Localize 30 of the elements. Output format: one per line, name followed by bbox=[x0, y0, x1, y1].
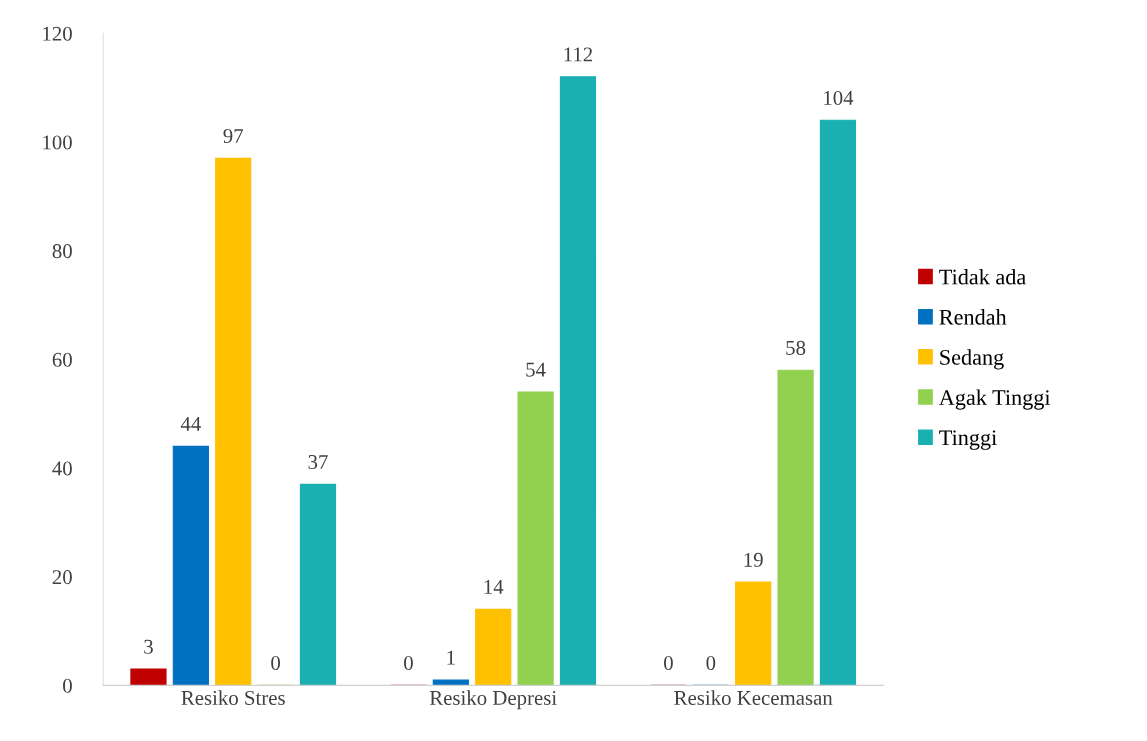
legend-label: Tinggi bbox=[939, 430, 997, 450]
data-label: 104 bbox=[824, 90, 854, 105]
legend-label: Rendah bbox=[939, 309, 1007, 325]
y-tick-label: 20 bbox=[52, 570, 72, 585]
data-label: 44 bbox=[180, 417, 201, 431]
data-label: 0 bbox=[706, 656, 716, 671]
y-tick-label: 80 bbox=[52, 244, 72, 259]
y-tick-label: 120 bbox=[43, 26, 72, 41]
data-label: 58 bbox=[786, 340, 806, 355]
data-label: 1 bbox=[447, 650, 455, 665]
data-label: 54 bbox=[526, 362, 546, 377]
y-tick-label: 60 bbox=[52, 352, 72, 367]
data-label: 97 bbox=[223, 128, 244, 143]
data-label: 0 bbox=[271, 656, 281, 671]
legend-label: Sedang bbox=[940, 349, 1004, 370]
y-tick-label: 40 bbox=[52, 461, 72, 476]
x-tick-label: Resiko Depresi bbox=[429, 690, 557, 710]
data-label: 0 bbox=[664, 656, 673, 671]
x-tick-label: Resiko Kecemasan bbox=[674, 690, 833, 705]
y-tick-label: 0 bbox=[63, 678, 72, 693]
data-label: 112 bbox=[564, 47, 593, 62]
data-label: 37 bbox=[308, 455, 328, 470]
legend-label: Tidak ada bbox=[939, 268, 1026, 285]
y-tick-label: 100 bbox=[43, 135, 72, 150]
data-label: 0 bbox=[404, 656, 413, 671]
x-tick-label: Resiko Stres bbox=[181, 690, 285, 705]
legend-label: Agak Tinggi bbox=[939, 389, 1051, 410]
data-label: 14 bbox=[484, 580, 504, 594]
data-label: 19 bbox=[744, 552, 763, 567]
data-label: 3 bbox=[144, 639, 153, 654]
